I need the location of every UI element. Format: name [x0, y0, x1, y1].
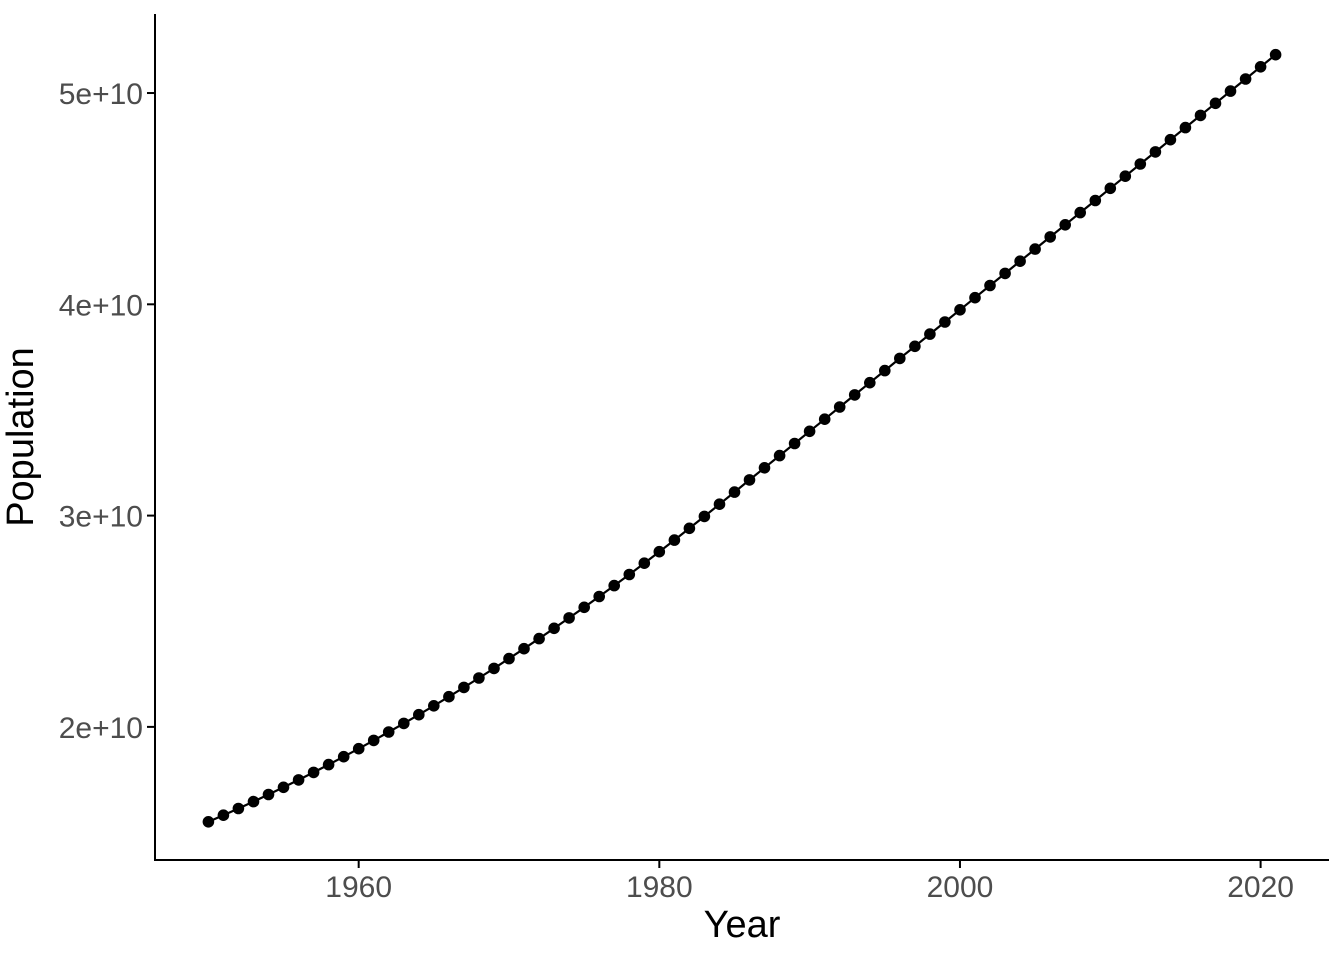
data-point: [533, 632, 545, 645]
x-tick-label: 1960: [325, 871, 392, 904]
data-point: [578, 601, 590, 614]
data-point: [638, 557, 651, 569]
data-point: [818, 413, 831, 426]
data-point: [743, 474, 756, 486]
data-point: [1239, 73, 1252, 85]
data-point: [593, 590, 605, 603]
data-point: [1119, 170, 1132, 182]
data-point: [1089, 194, 1102, 207]
data-point: [833, 401, 846, 413]
data-point: [909, 340, 921, 353]
data-point: [262, 788, 275, 801]
data-point: [277, 781, 290, 794]
data-point: [894, 352, 906, 365]
data-point: [758, 462, 771, 474]
data-point: [503, 652, 515, 665]
y-tick-label: 3e+10: [59, 501, 143, 534]
data-point: [939, 316, 951, 328]
data-point: [788, 437, 801, 450]
data-point: [728, 486, 741, 498]
data-point: [984, 279, 996, 292]
data-point: [1149, 146, 1162, 158]
data-point: [1194, 109, 1207, 122]
data-point: [202, 816, 215, 828]
y-tick-label: 5e+10: [59, 78, 143, 111]
data-point: [518, 642, 530, 655]
data-point: [307, 766, 320, 779]
data-point: [1134, 158, 1147, 170]
data-point: [1164, 133, 1177, 146]
data-point: [773, 449, 786, 462]
x-tick-label: 2000: [927, 871, 994, 904]
data-point: [398, 717, 410, 730]
data-point: [1209, 97, 1222, 110]
data-point: [1074, 206, 1086, 219]
data-point: [488, 662, 500, 675]
data-point: [848, 389, 861, 401]
data-point: [668, 534, 681, 546]
data-point: [382, 726, 395, 738]
data-point: [548, 622, 560, 635]
data-point: [698, 510, 711, 523]
data-point: [1059, 219, 1071, 231]
data-point: [653, 545, 666, 558]
data-point: [1029, 243, 1041, 255]
data-point: [623, 568, 636, 581]
data-point: [608, 579, 620, 592]
data-point: [999, 267, 1011, 280]
y-axis-title: Population: [0, 347, 42, 527]
data-point: [1224, 85, 1237, 97]
data-point: [322, 758, 335, 771]
data-point: [428, 700, 440, 712]
data-point: [1269, 48, 1282, 61]
data-point: [1044, 231, 1056, 243]
data-point: [924, 328, 936, 340]
data-point: [217, 809, 230, 821]
y-tick-label: 4e+10: [59, 289, 143, 322]
data-point: [1014, 255, 1026, 267]
data-point: [969, 291, 981, 304]
y-tick-label: 2e+10: [59, 712, 143, 745]
data-point: [713, 498, 726, 511]
data-point: [458, 681, 470, 694]
data-point: [337, 750, 350, 763]
data-point: [1179, 121, 1192, 134]
x-axis-title: Year: [704, 904, 781, 946]
data-point: [879, 364, 891, 377]
data-point: [954, 304, 966, 316]
data-point: [864, 376, 876, 389]
x-tick-label: 2020: [1227, 871, 1294, 904]
data-point: [443, 690, 455, 703]
data-line: [207, 53, 1277, 823]
data-point: [352, 742, 365, 755]
data-point: [232, 802, 245, 815]
data-point: [683, 522, 696, 535]
data-point: [563, 612, 575, 624]
data-point: [1254, 61, 1267, 73]
data-point: [1104, 182, 1117, 195]
data-point: [247, 795, 260, 808]
data-point: [367, 734, 380, 747]
plot-area: 1960 1980 2000 2020 2e+10 3e+10 4e+10 5e+10: [59, 14, 1329, 904]
data-point: [292, 774, 305, 786]
data-point: [413, 708, 425, 721]
x-tick-label: 1980: [626, 871, 693, 904]
data-point: [473, 672, 485, 684]
data-point: [803, 425, 816, 438]
